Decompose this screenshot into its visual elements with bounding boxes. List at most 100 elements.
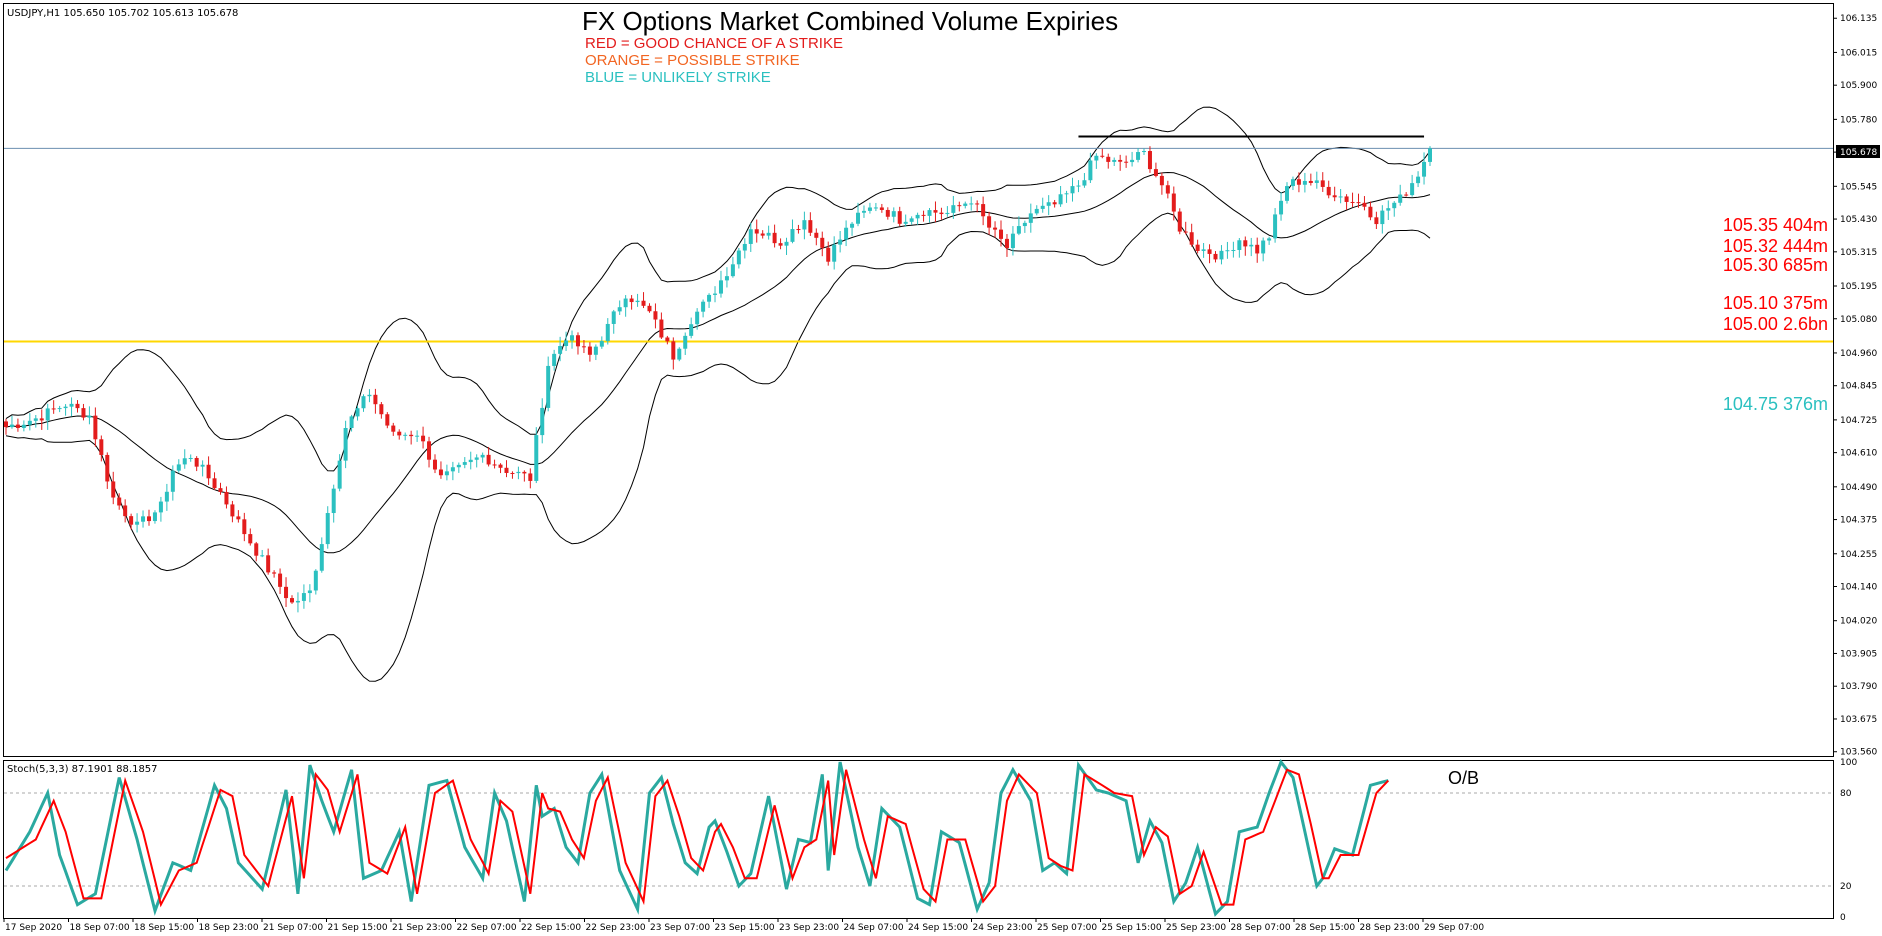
candle-body (57, 408, 62, 410)
candle-body (1243, 240, 1248, 247)
time-tick-label: 21 Sep 15:00 (328, 923, 388, 933)
candle-body (552, 353, 557, 366)
candle-body (212, 478, 217, 489)
candle-body (546, 365, 551, 408)
candle-body (9, 424, 14, 428)
candle-body (861, 210, 866, 213)
candle-body (432, 459, 437, 470)
candle-body (558, 346, 563, 354)
price-tick-label: 106.015 (1840, 48, 1877, 58)
candle-body (254, 543, 259, 556)
expiry-label: 105.00 2.6bn (1723, 314, 1828, 334)
candle-body (1273, 214, 1278, 239)
candle-body (987, 216, 992, 228)
candle-body (158, 501, 163, 513)
candle-body (1279, 200, 1284, 215)
candle-body (540, 407, 545, 436)
candle-body (129, 516, 134, 525)
candle-body (301, 593, 306, 601)
candle-body (87, 415, 92, 418)
candle-body (1428, 148, 1432, 162)
candle-body (1118, 159, 1123, 162)
candle-body (1016, 226, 1021, 234)
candle-body (1237, 240, 1242, 250)
candle-body (1189, 232, 1194, 245)
time-tick-label: 28 Sep 23:00 (1360, 923, 1420, 933)
candle-body (1296, 179, 1301, 185)
candle-body (671, 341, 676, 360)
candle-body (1142, 151, 1147, 153)
candle-body (194, 457, 199, 467)
candle-body (754, 229, 759, 234)
candle-body (337, 460, 342, 489)
candle-body (123, 505, 128, 517)
candle-body (1386, 208, 1391, 211)
candle-body (599, 341, 604, 347)
candle-body (45, 408, 50, 421)
candle-body (832, 244, 837, 262)
oscillator-panel-frame (3, 760, 1834, 919)
candle-body (230, 504, 235, 517)
candle-body (33, 418, 38, 421)
candle-body (1076, 185, 1081, 187)
price-tick-label: 104.610 (1840, 449, 1877, 459)
candle-body (200, 464, 205, 467)
candle-body (272, 572, 277, 574)
candle-body (1308, 180, 1313, 183)
candle-body (933, 210, 938, 213)
candle-body (313, 570, 318, 591)
price-tick-label: 106.135 (1840, 14, 1877, 24)
candle-body (605, 323, 610, 342)
candle-body (617, 307, 622, 312)
stoch-tick-label: 20 (1840, 882, 1852, 892)
time-tick-label: 21 Sep 07:00 (263, 923, 323, 933)
candle-body (361, 396, 366, 409)
candle-body (1165, 185, 1170, 194)
price-tick-label: 105.900 (1840, 81, 1877, 91)
symbol-info: USDJPY,H1 105.650 105.702 105.613 105.67… (7, 8, 238, 19)
candle-body (951, 205, 956, 213)
candle-body (850, 223, 855, 228)
candle-body (623, 298, 628, 308)
bollinger-middle-band (5, 171, 1431, 554)
candle-body (1112, 159, 1117, 162)
candle-body (707, 294, 712, 302)
candle-body (278, 573, 283, 587)
candle-body (510, 472, 515, 474)
candle-body (1320, 180, 1325, 187)
candle-body (796, 229, 801, 231)
price-tick-label: 105.430 (1840, 215, 1877, 225)
expiry-label: 105.32 444m (1723, 236, 1828, 256)
candle-body (498, 464, 503, 468)
candle-body (879, 207, 884, 210)
time-tick-label: 23 Sep 15:00 (715, 923, 775, 933)
candle-body (462, 462, 467, 465)
candle-body (647, 305, 652, 312)
candle-body (587, 346, 592, 355)
candle-body (975, 203, 980, 205)
candle-body (415, 435, 420, 437)
time-tick-label: 28 Sep 15:00 (1295, 923, 1355, 933)
price-tick-label: 104.845 (1840, 382, 1877, 392)
candle-body (748, 229, 753, 244)
candle-body (373, 394, 378, 405)
price-tick-label: 103.790 (1840, 682, 1877, 692)
candle-body (63, 406, 68, 409)
price-tick-label: 103.675 (1840, 715, 1877, 725)
price-badge-bg (1836, 145, 1880, 158)
candle-body (1225, 250, 1230, 252)
time-tick-label: 22 Sep 07:00 (457, 923, 517, 933)
candle-body (1416, 176, 1421, 184)
candle-body (325, 513, 330, 545)
candle-body (135, 521, 140, 525)
candle-body (1124, 161, 1129, 163)
candle-body (99, 439, 104, 455)
time-tick-label: 18 Sep 23:00 (199, 923, 259, 933)
candle-body (75, 403, 80, 409)
time-tick-label: 22 Sep 23:00 (586, 923, 646, 933)
candle-body (1106, 156, 1111, 162)
candle-body (981, 204, 986, 217)
candle-body (1136, 152, 1141, 160)
